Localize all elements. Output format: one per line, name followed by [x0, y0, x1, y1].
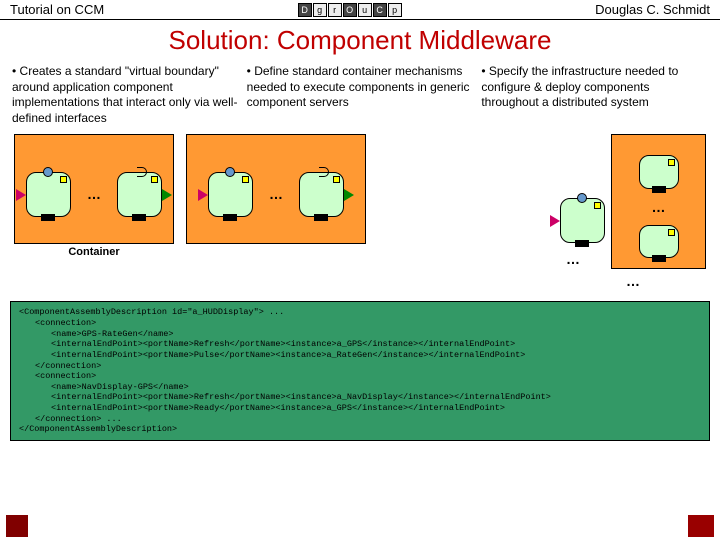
port-facet-icon — [43, 167, 53, 177]
diagram-row: … Container … — [0, 126, 720, 297]
container-3: … — [611, 134, 706, 269]
container-label: Container — [14, 246, 174, 258]
port-rect-icon — [132, 214, 146, 221]
xml-line: </connection> — [19, 361, 701, 372]
port-receptacle-icon — [137, 167, 147, 177]
port-rect-icon — [41, 214, 55, 221]
port-facet-icon — [577, 193, 587, 203]
container-2: … — [186, 134, 366, 244]
doc-logo: D g r O u C p — [298, 3, 402, 17]
port-rect-icon — [652, 255, 666, 262]
page-title: Solution: Component Middleware — [0, 20, 720, 64]
corner-icon — [151, 176, 158, 183]
port-event-icon — [162, 189, 172, 201]
port-rect-icon — [652, 186, 666, 193]
xml-line: <internalEndPoint><portName>Pulse</portN… — [19, 350, 701, 361]
xml-line: <internalEndPoint><portName>Refresh</por… — [19, 339, 701, 350]
corner-icon — [668, 229, 675, 236]
ellipsis: … — [646, 199, 672, 215]
port-rect-icon — [223, 214, 237, 221]
port-event-icon — [198, 189, 208, 201]
xml-snippet: <ComponentAssemblyDescription id="a_HUDD… — [10, 301, 710, 441]
xml-line: <internalEndPoint><portName>Ready</portN… — [19, 403, 701, 414]
container-1-wrap: … Container — [14, 134, 174, 258]
xml-line: <connection> — [19, 318, 701, 329]
header-left: Tutorial on CCM — [10, 2, 104, 17]
header: Tutorial on CCM D g r O u C p Douglas C.… — [0, 0, 720, 20]
corner-icon — [242, 176, 249, 183]
xml-line: <ComponentAssemblyDescription id="a_HUDD… — [19, 307, 701, 318]
xml-line: <name>NavDisplay-GPS</name> — [19, 382, 701, 393]
container-3-col: … … … — [560, 134, 706, 289]
container-1: … — [14, 134, 174, 244]
component — [639, 225, 679, 259]
corner-icon — [594, 202, 601, 209]
ellipsis: … — [620, 273, 646, 289]
xml-line: <internalEndPoint><portName>Refresh</por… — [19, 392, 701, 403]
component — [560, 198, 605, 243]
component — [26, 172, 71, 217]
bullet-1: • Creates a standard "virtual boundary" … — [12, 64, 239, 126]
corner-icon — [60, 176, 67, 183]
port-event-icon — [550, 215, 560, 227]
xml-line: </connection> ... — [19, 414, 701, 425]
port-rect-icon — [314, 214, 328, 221]
component — [299, 172, 344, 217]
corner-icon — [333, 176, 340, 183]
xml-line: <name>GPS-RateGen</name> — [19, 329, 701, 340]
corner-icon — [668, 159, 675, 166]
component — [117, 172, 162, 217]
header-right: Douglas C. Schmidt — [595, 2, 710, 17]
port-rect-icon — [575, 240, 589, 247]
shield-icon — [6, 515, 28, 537]
xml-line: </ComponentAssemblyDescription> — [19, 424, 701, 435]
component — [208, 172, 253, 217]
bullet-row: • Creates a standard "virtual boundary" … — [0, 64, 720, 126]
bullet-2: • Define standard container mechanisms n… — [247, 64, 474, 126]
port-event-icon — [16, 189, 26, 201]
isis-logo-icon — [688, 515, 714, 537]
ellipsis: … — [560, 251, 586, 267]
xml-line: <connection> — [19, 371, 701, 382]
component — [639, 155, 679, 189]
ellipsis: … — [81, 186, 107, 202]
port-event-icon — [344, 189, 354, 201]
bullet-3: • Specify the infrastructure needed to c… — [481, 64, 708, 126]
ellipsis: … — [263, 186, 289, 202]
port-facet-icon — [225, 167, 235, 177]
port-receptacle-icon — [319, 167, 329, 177]
